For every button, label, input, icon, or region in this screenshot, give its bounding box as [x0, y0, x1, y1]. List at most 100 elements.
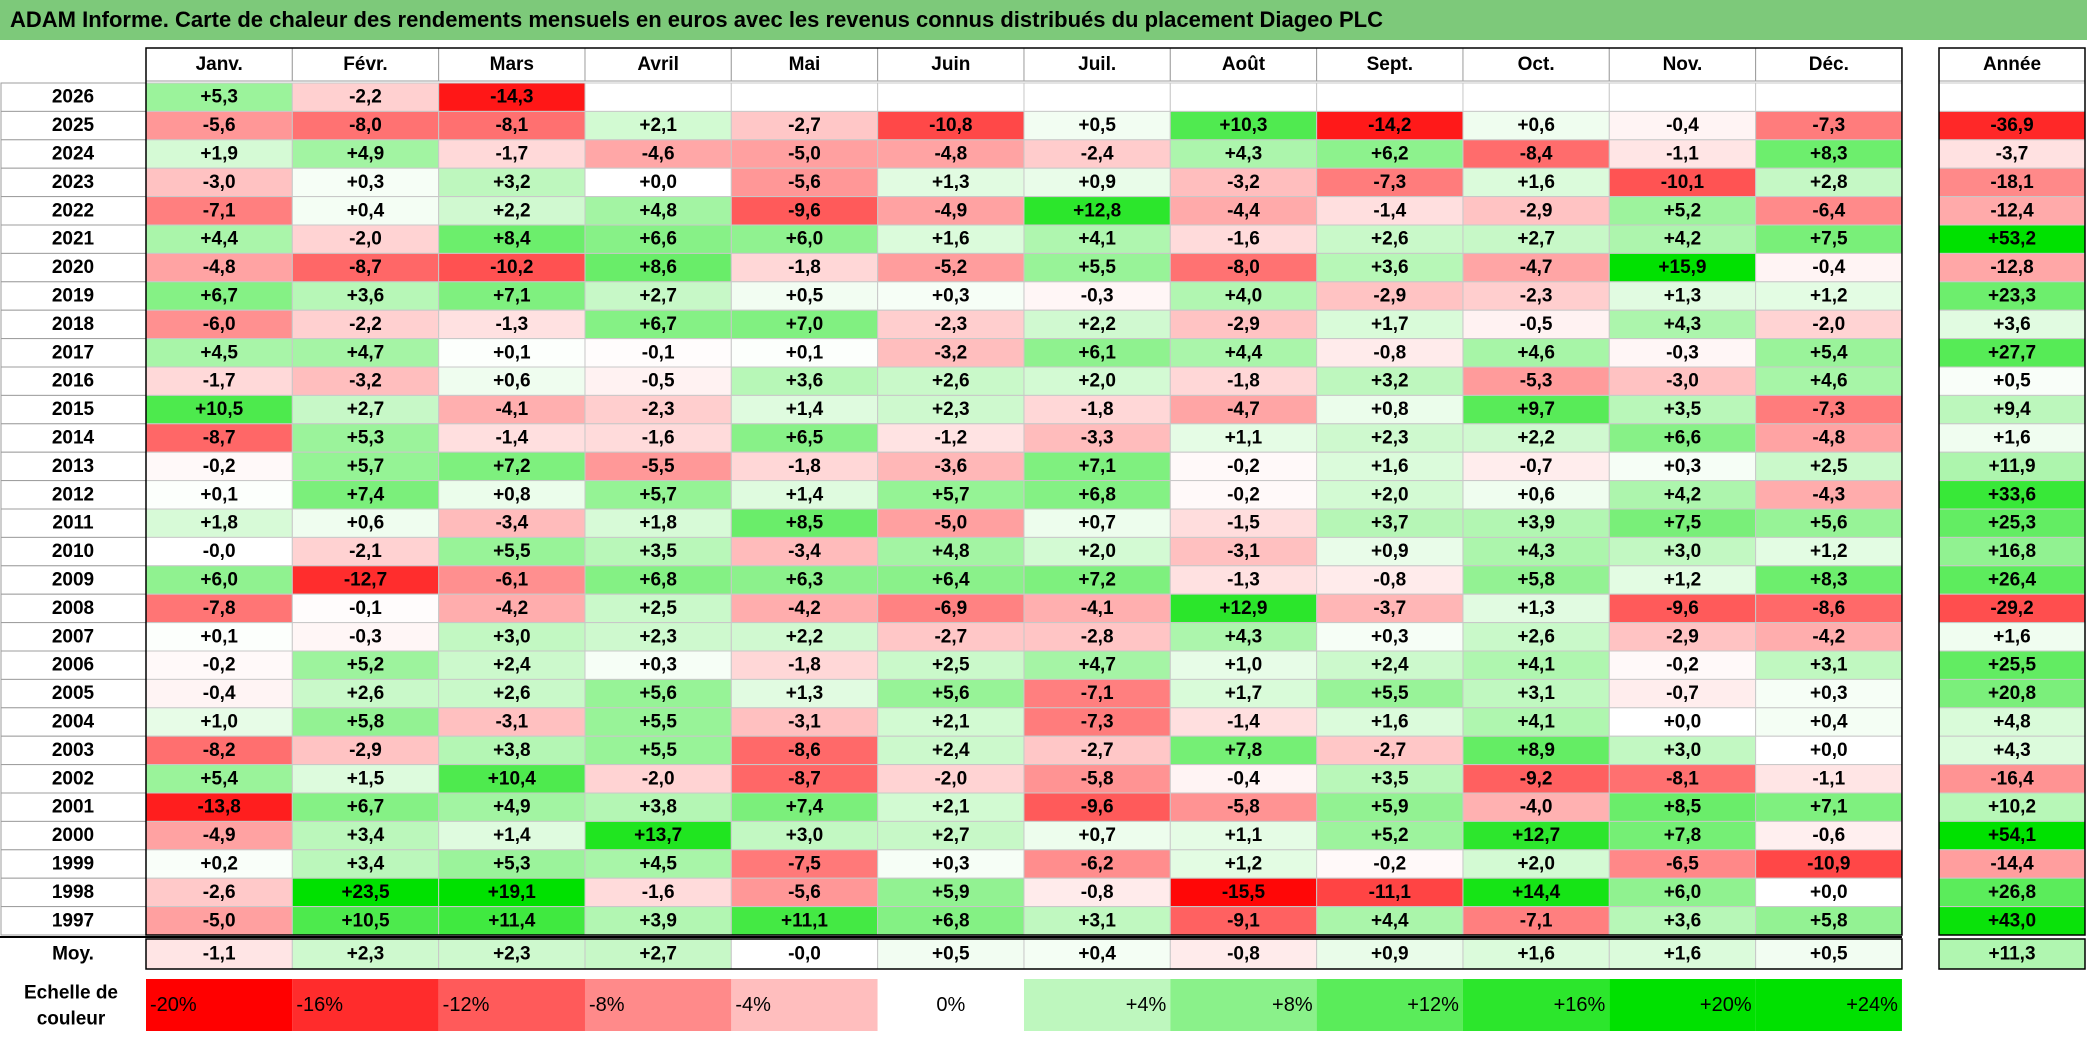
heatmap-cell-value: +3,0: [1664, 740, 1702, 761]
heatmap-cell-value: +2,2: [493, 200, 531, 221]
month-header-label: Août: [1222, 54, 1266, 75]
heatmap-cell: [1462, 281, 1610, 311]
heatmap-cell-value: +5,5: [1078, 257, 1116, 278]
heatmap-cell: [584, 366, 732, 396]
heatmap-cell-value: +0,2: [200, 854, 238, 875]
heatmap-cell: [1608, 196, 1757, 226]
heatmap-cell: [438, 196, 586, 226]
heatmap-cell: [1316, 792, 1464, 822]
heatmap-cell-value: +2,5: [1810, 456, 1848, 477]
heatmap-cell-value: -2,0: [1812, 314, 1845, 335]
heatmap-cell: [1316, 366, 1464, 396]
annual-cell-value: +25,5: [1988, 655, 2037, 676]
heatmap-cell-value: +0,7: [1078, 513, 1116, 534]
heatmap-cell: [1023, 82, 1171, 112]
heatmap-cell-value: -2,0: [642, 768, 675, 789]
heatmap-cell-value: -0,3: [349, 626, 382, 647]
heatmap-cell: [1608, 82, 1757, 112]
heatmap-cell-value: +5,6: [639, 683, 677, 704]
heatmap-cell-value: -6,0: [203, 314, 236, 335]
heatmap-cell-value: +2,4: [1371, 655, 1409, 676]
color-scale-stop-label: -12%: [443, 994, 490, 1016]
heatmap-cell-value: -1,8: [1081, 399, 1114, 420]
heatmap-cell-value: -2,7: [934, 626, 967, 647]
heatmap-cell-value: +3,4: [347, 825, 385, 846]
heatmap-cell-value: +1,7: [1225, 683, 1263, 704]
heatmap-cell-value: +7,1: [1078, 456, 1116, 477]
heatmap-cell: [1608, 536, 1757, 567]
heatmap-cell-value: -5,6: [788, 882, 821, 903]
heatmap-cell-value: +19,1: [488, 882, 537, 903]
heatmap-cell-value: +0,8: [1371, 399, 1409, 420]
heatmap-cell-value: -1,4: [495, 428, 528, 449]
heatmap-cell-value: +2,1: [932, 712, 970, 733]
heatmap-cell-value: -0,7: [1520, 456, 1553, 477]
heatmap-cell-value: +5,8: [347, 712, 385, 733]
heatmap-cell: [1316, 82, 1464, 112]
heatmap-cell: [291, 877, 440, 908]
heatmap-cell: [1169, 338, 1318, 368]
heatmap-cell-value: +6,0: [200, 570, 238, 591]
heatmap-cell-value: +5,3: [493, 854, 531, 875]
color-scale-stop-label: +12%: [1407, 994, 1459, 1016]
year-row-label-cell: [0, 338, 147, 368]
year-row-label: 2016: [52, 371, 94, 392]
heatmap-cell-value: +7,1: [493, 286, 531, 307]
heatmap-cell: [145, 622, 293, 652]
heatmap-cell-value: -2,9: [1666, 626, 1699, 647]
annual-cell-value: +1,6: [1993, 428, 2031, 449]
heatmap-cell-value: +3,0: [1664, 541, 1702, 562]
heatmap-cell: [438, 820, 586, 851]
month-header-cell: [730, 47, 879, 82]
heatmap-cell-value: -2,2: [349, 87, 382, 108]
month-header-label: Nov.: [1663, 54, 1703, 75]
heatmap-cell: [1608, 593, 1757, 624]
heatmap-cell-value: +10,4: [488, 768, 537, 789]
heatmap-cell-value: +2,7: [639, 286, 677, 307]
heatmap-cell-value: +4,6: [1517, 342, 1555, 363]
heatmap-cell-value: -1,8: [788, 655, 821, 676]
heatmap-cell-value: -2,4: [1081, 144, 1114, 165]
annual-cell-value: -29,2: [1990, 598, 2033, 619]
heatmap-cell: [584, 423, 732, 453]
heatmap-cell: [145, 792, 293, 822]
heatmap-cell-value: +1,9: [200, 144, 238, 165]
heatmap-cell-value: +5,7: [932, 484, 970, 505]
heatmap-cell-value: +1,4: [786, 399, 824, 420]
heatmap-cell: [1316, 394, 1464, 425]
heatmap-cell: [1755, 82, 1903, 112]
average-cell-value: -0,0: [788, 944, 821, 965]
heatmap-cell-value: -8,6: [1812, 598, 1845, 619]
heatmap-cell: [291, 536, 440, 567]
color-scale-stop-label: -8%: [589, 994, 625, 1016]
heatmap-cell: [730, 82, 879, 112]
heatmap-cell: [145, 877, 293, 908]
year-row-label: 2026: [52, 87, 94, 108]
heatmap-cell-value: +2,5: [932, 655, 970, 676]
heatmap-cell: [730, 252, 879, 283]
heatmap-cell: [145, 394, 293, 425]
heatmap-cell: [730, 451, 879, 482]
heatmap-cell: [1169, 139, 1318, 169]
heatmap-cell: [438, 707, 586, 737]
heatmap-cell: [1608, 167, 1757, 198]
heatmap-cell-value: +1,6: [932, 229, 970, 250]
annual-cell: [1938, 82, 2086, 112]
average-cell-value: +0,5: [1810, 944, 1848, 965]
heatmap-cell: [1169, 508, 1318, 538]
heatmap-cell-value: +1,6: [1517, 172, 1555, 193]
heatmap-cell-value: +0,7: [1078, 825, 1116, 846]
heatmap-cell-value: +4,3: [1225, 144, 1263, 165]
annual-cell-value: +4,8: [1993, 712, 2031, 733]
heatmap-cell: [1608, 678, 1757, 709]
color-scale-stop-label: 0%: [936, 994, 965, 1016]
heatmap-cell: [584, 820, 732, 851]
average-cell-value: +1,6: [1664, 944, 1702, 965]
heatmap-cell: [145, 678, 293, 709]
heatmap-cell-value: +2,6: [493, 683, 531, 704]
heatmap-cell: [438, 877, 586, 908]
heatmap-cell: [584, 707, 732, 737]
heatmap-cell-value: -3,1: [1227, 541, 1260, 562]
heatmap-cell-value: +0,3: [1810, 683, 1848, 704]
month-header-cell: [877, 47, 1025, 82]
